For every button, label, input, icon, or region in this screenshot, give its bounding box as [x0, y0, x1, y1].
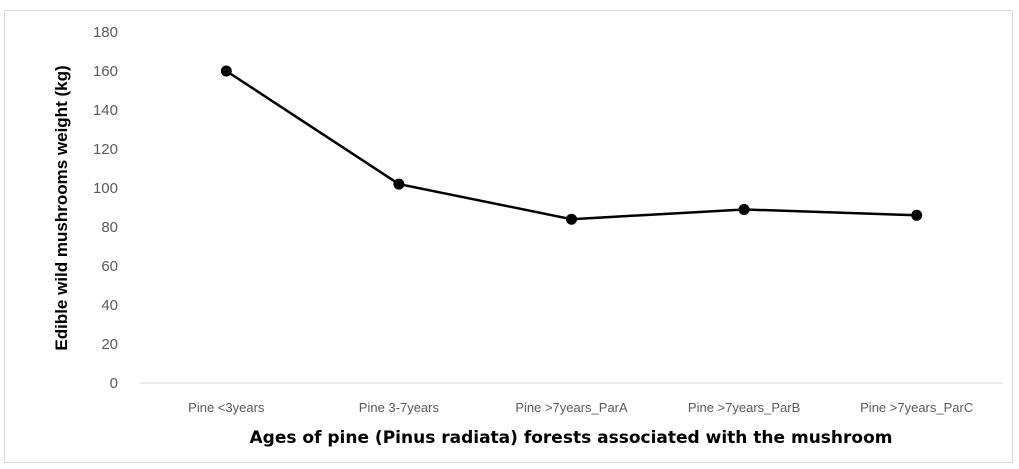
y-tick-label: 60: [101, 258, 118, 275]
data-point: [566, 213, 577, 225]
data-point: [911, 209, 923, 221]
y-tick-label: 100: [93, 180, 118, 197]
x-tick-label: Pine >7years_ParC: [860, 400, 973, 415]
y-tick-label: 40: [101, 297, 118, 314]
data-point: [220, 65, 232, 77]
y-tick-label: 160: [93, 63, 118, 80]
y-axis-ticks: 0 20 40 60 80 100 120 140 160 180: [93, 24, 118, 392]
y-tick-label: 80: [101, 219, 118, 236]
y-tick-label: 180: [93, 24, 118, 41]
x-axis-ticks: Pine <3years Pine 3-7years Pine >7years_Pa…: [188, 400, 973, 415]
y-tick-label: 120: [93, 141, 118, 158]
y-tick-label: 20: [101, 336, 118, 353]
x-tick-label: Pine >7years_ParA: [515, 400, 628, 415]
data-point: [738, 203, 750, 215]
y-tick-label: 140: [93, 102, 118, 119]
data-point: [393, 178, 405, 190]
y-tick-label: 0: [110, 375, 118, 392]
chart-frame: [4, 10, 1013, 463]
x-tick-label: Pine <3years: [188, 400, 265, 415]
x-tick-label: Pine >7years_ParB: [688, 400, 800, 415]
series-line: [225, 69, 917, 221]
data-points: [220, 65, 923, 225]
x-tick-label: Pine 3-7years: [359, 400, 440, 415]
x-axis-title: Ages of pine (Pinus radiata) forests ass…: [250, 428, 893, 448]
y-axis-title: Edible wild mushrooms weight (kg): [52, 65, 71, 350]
